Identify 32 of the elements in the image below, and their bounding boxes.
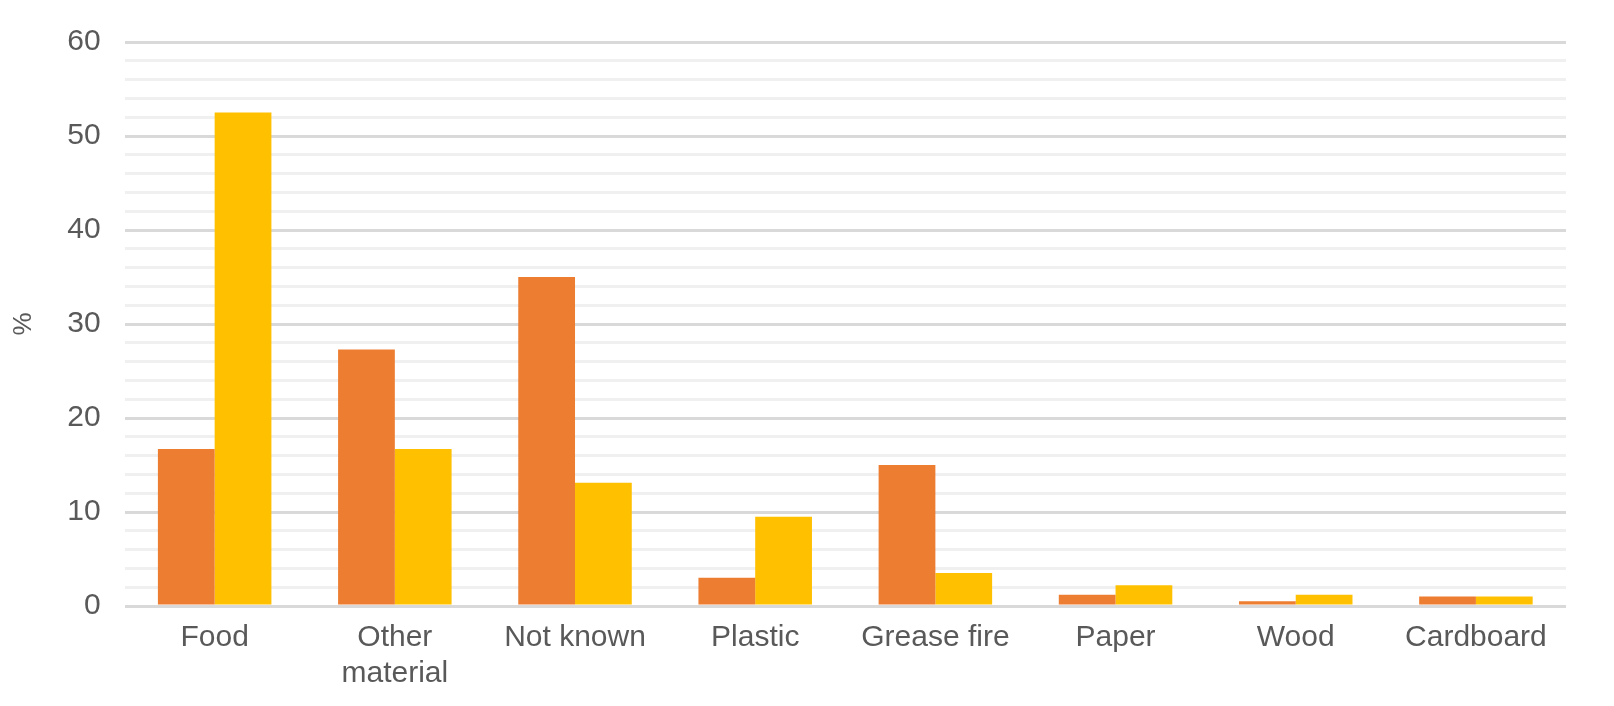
bar	[1295, 594, 1353, 605]
bar	[698, 577, 756, 605]
y-tick-label: 40	[67, 211, 101, 245]
bar	[935, 573, 993, 605]
x-tick-label: Paper	[1075, 619, 1156, 653]
y-tick-label: 50	[67, 117, 101, 151]
x-tick-label: Wood	[1256, 619, 1335, 653]
x-tick-label: Grease fire	[861, 619, 1010, 653]
bar	[518, 277, 576, 605]
x-tick-label: Plastic	[711, 619, 800, 653]
x-tick-label: Food	[180, 619, 249, 653]
bar	[214, 112, 272, 605]
x-tick-label: Other material	[341, 619, 449, 689]
bar	[394, 449, 452, 605]
bar	[1475, 596, 1533, 605]
bar	[1238, 601, 1296, 605]
bar	[755, 516, 812, 605]
bar	[575, 482, 632, 605]
bar	[338, 349, 395, 605]
y-axis-title: %	[6, 312, 37, 336]
y-tick-label: 0	[83, 587, 101, 621]
y-tick-label: 20	[67, 399, 101, 433]
bar	[1115, 585, 1173, 605]
x-tick-label: Cardboard	[1405, 619, 1547, 653]
y-tick-label: 60	[67, 23, 101, 57]
y-tick-label: 10	[67, 493, 101, 527]
bar	[1419, 596, 1476, 605]
bar	[878, 465, 936, 605]
y-tick-label: 30	[67, 305, 101, 339]
bar	[157, 449, 215, 605]
x-tick-label: Not known	[504, 619, 646, 653]
bar	[1058, 594, 1116, 605]
